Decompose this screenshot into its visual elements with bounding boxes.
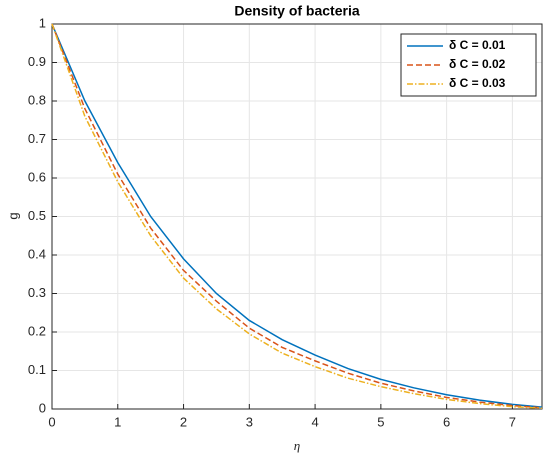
x-tick-label: 1 (114, 414, 121, 429)
x-tick-label: 6 (443, 414, 450, 429)
legend-label: δ C = 0.03 (449, 76, 506, 90)
x-tick-label: 2 (180, 414, 187, 429)
y-axis-label: g (5, 212, 20, 219)
y-tick-label: 0.1 (28, 362, 46, 377)
legend-box (400, 33, 537, 97)
x-axis-label: η (294, 438, 300, 453)
y-tick-label: 0.9 (28, 54, 46, 69)
y-tick-label: 0.8 (28, 92, 46, 107)
y-tick-label: 0.2 (28, 323, 46, 338)
y-tick-label: 0.3 (28, 285, 46, 300)
legend-label: δ C = 0.02 (449, 57, 506, 71)
x-tick-label: 0 (48, 414, 55, 429)
y-tick-label: 0.4 (28, 246, 46, 261)
legend-label: δ C = 0.01 (449, 38, 506, 52)
x-tick-label: 4 (311, 414, 318, 429)
data-line (51, 23, 543, 409)
data-line (51, 23, 543, 409)
y-tick-label: 0.5 (28, 208, 46, 223)
x-tick-label: 7 (509, 414, 516, 429)
y-tick-label: 0.7 (28, 131, 46, 146)
axes-box (51, 23, 543, 410)
y-tick-label: 0.6 (28, 169, 46, 184)
y-tick-label: 1 (39, 15, 46, 30)
x-tick-label: 5 (377, 414, 384, 429)
data-line (51, 23, 543, 408)
x-tick-label: 3 (246, 414, 253, 429)
y-tick-label: 0 (39, 400, 46, 415)
chart-title: Density of bacteria (234, 3, 359, 19)
